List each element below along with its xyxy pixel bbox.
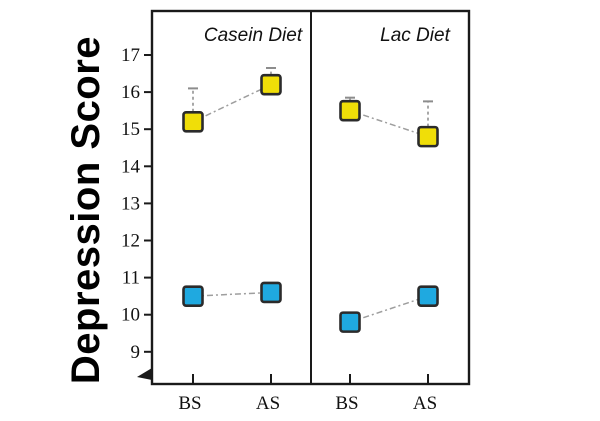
panel-title: Lac Diet [380,25,450,46]
series-connector [349,109,429,138]
series-connector [349,295,429,323]
x-tick-label: AS [256,393,280,414]
low-score-group-marker [182,285,204,307]
panel-title: Casein Diet [204,25,303,46]
y-tick-label: 14 [121,156,141,177]
high-score-group-marker [260,73,282,96]
y-tick-label: 17 [121,45,140,66]
axis-break-arrow [137,368,152,380]
low-score-group-marker [339,311,361,333]
x-tick-label: BS [178,393,201,414]
low-score-group-marker [417,285,439,307]
y-tick-label: 10 [121,305,140,326]
y-tick-label: 12 [121,231,140,252]
y-tick-label: 11 [122,268,140,289]
x-tick-label: AS [413,393,437,414]
y-tick-label: 9 [131,342,141,363]
series-connector [192,291,272,297]
series-connector [192,84,272,123]
high-score-group-marker [339,99,361,122]
high-score-group-marker [182,110,204,133]
high-score-group-marker [417,125,439,148]
y-tick-label: 16 [121,82,140,103]
low-score-group-marker [260,281,282,304]
x-tick-label: BS [335,393,358,414]
y-tick-label: 15 [121,119,140,140]
y-tick-label: 13 [121,193,140,214]
